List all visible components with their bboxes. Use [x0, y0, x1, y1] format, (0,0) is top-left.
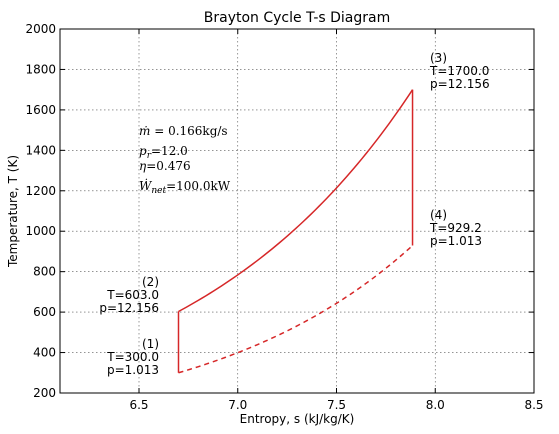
y-tick-label: 2000	[25, 22, 56, 36]
state-1-annotation: (1)T=300.0p=1.013	[106, 337, 159, 377]
state-1-annotation-line: T=300.0	[106, 350, 159, 364]
y-tick-label: 1000	[25, 224, 56, 238]
state-2-annotation: (2)T=603.0p=12.156	[99, 275, 159, 315]
y-tick-label: 1200	[25, 184, 56, 198]
y-tick-label: 200	[33, 386, 56, 400]
tick-layer: 6.5 7.0 7.5 8.0 8.5 200 400 600 800 1000 1200 1400 1…	[25, 22, 543, 412]
state-3-annotation-line: p=12.156	[430, 77, 490, 91]
pressure-ratio-label: pr=12.0	[139, 144, 188, 161]
state-annotations: (1)T=300.0p=1.013(2)T=603.0p=12.156(3)T=…	[99, 51, 489, 377]
heat-rejection-curve	[178, 244, 414, 374]
state-3-annotation-line: T=1700.0	[429, 64, 489, 78]
mass-flow-label: ṁ = 0.166kg/s	[139, 124, 228, 138]
chart-title: Brayton Cycle T-s Diagram	[204, 10, 390, 26]
state-4-annotation-line: p=1.013	[430, 234, 482, 248]
state-4-annotation-line: (4)	[430, 208, 447, 222]
x-tick-label: 7.5	[327, 398, 346, 412]
y-axis-label: Temperature, T (K)	[6, 155, 20, 268]
efficiency-label: η=0.476	[139, 159, 191, 173]
plot-layer	[177, 89, 414, 374]
net-work-label: Ẇnet=100.0kW	[139, 178, 231, 196]
x-axis-label: Entropy, s (kJ/kg/K)	[240, 412, 355, 426]
state-4-annotation-line: T=929.2	[429, 221, 482, 235]
state-3-annotation: (3)T=1700.0p=12.156	[429, 51, 490, 91]
state-2-annotation-line: (2)	[142, 275, 159, 289]
state-1-annotation-line: (1)	[142, 337, 159, 351]
state-3-annotation-line: (3)	[430, 51, 447, 65]
y-tick-label: 800	[33, 265, 56, 279]
y-tick-label: 1400	[25, 143, 56, 157]
y-tick-label: 600	[33, 305, 56, 319]
x-tick-label: 6.5	[129, 398, 148, 412]
cycle-info: ṁ = 0.166kg/s pr=12.0 η=0.476 Ẇnet=100.0…	[139, 124, 231, 196]
y-tick-label: 1600	[25, 103, 56, 117]
x-tick-label: 8.5	[524, 398, 543, 412]
state-2-annotation-line: T=603.0	[106, 288, 159, 302]
x-tick-label: 8.0	[426, 398, 445, 412]
y-tick-label: 400	[33, 346, 56, 360]
state-4-annotation: (4)T=929.2p=1.013	[429, 208, 482, 248]
state-2-annotation-line: p=12.156	[99, 301, 159, 315]
y-tick-label: 1800	[25, 62, 56, 76]
heat-addition-curve	[178, 89, 414, 313]
x-tick-label: 7.0	[228, 398, 247, 412]
state-1-annotation-line: p=1.013	[107, 363, 159, 377]
plot-frame	[59, 28, 535, 394]
